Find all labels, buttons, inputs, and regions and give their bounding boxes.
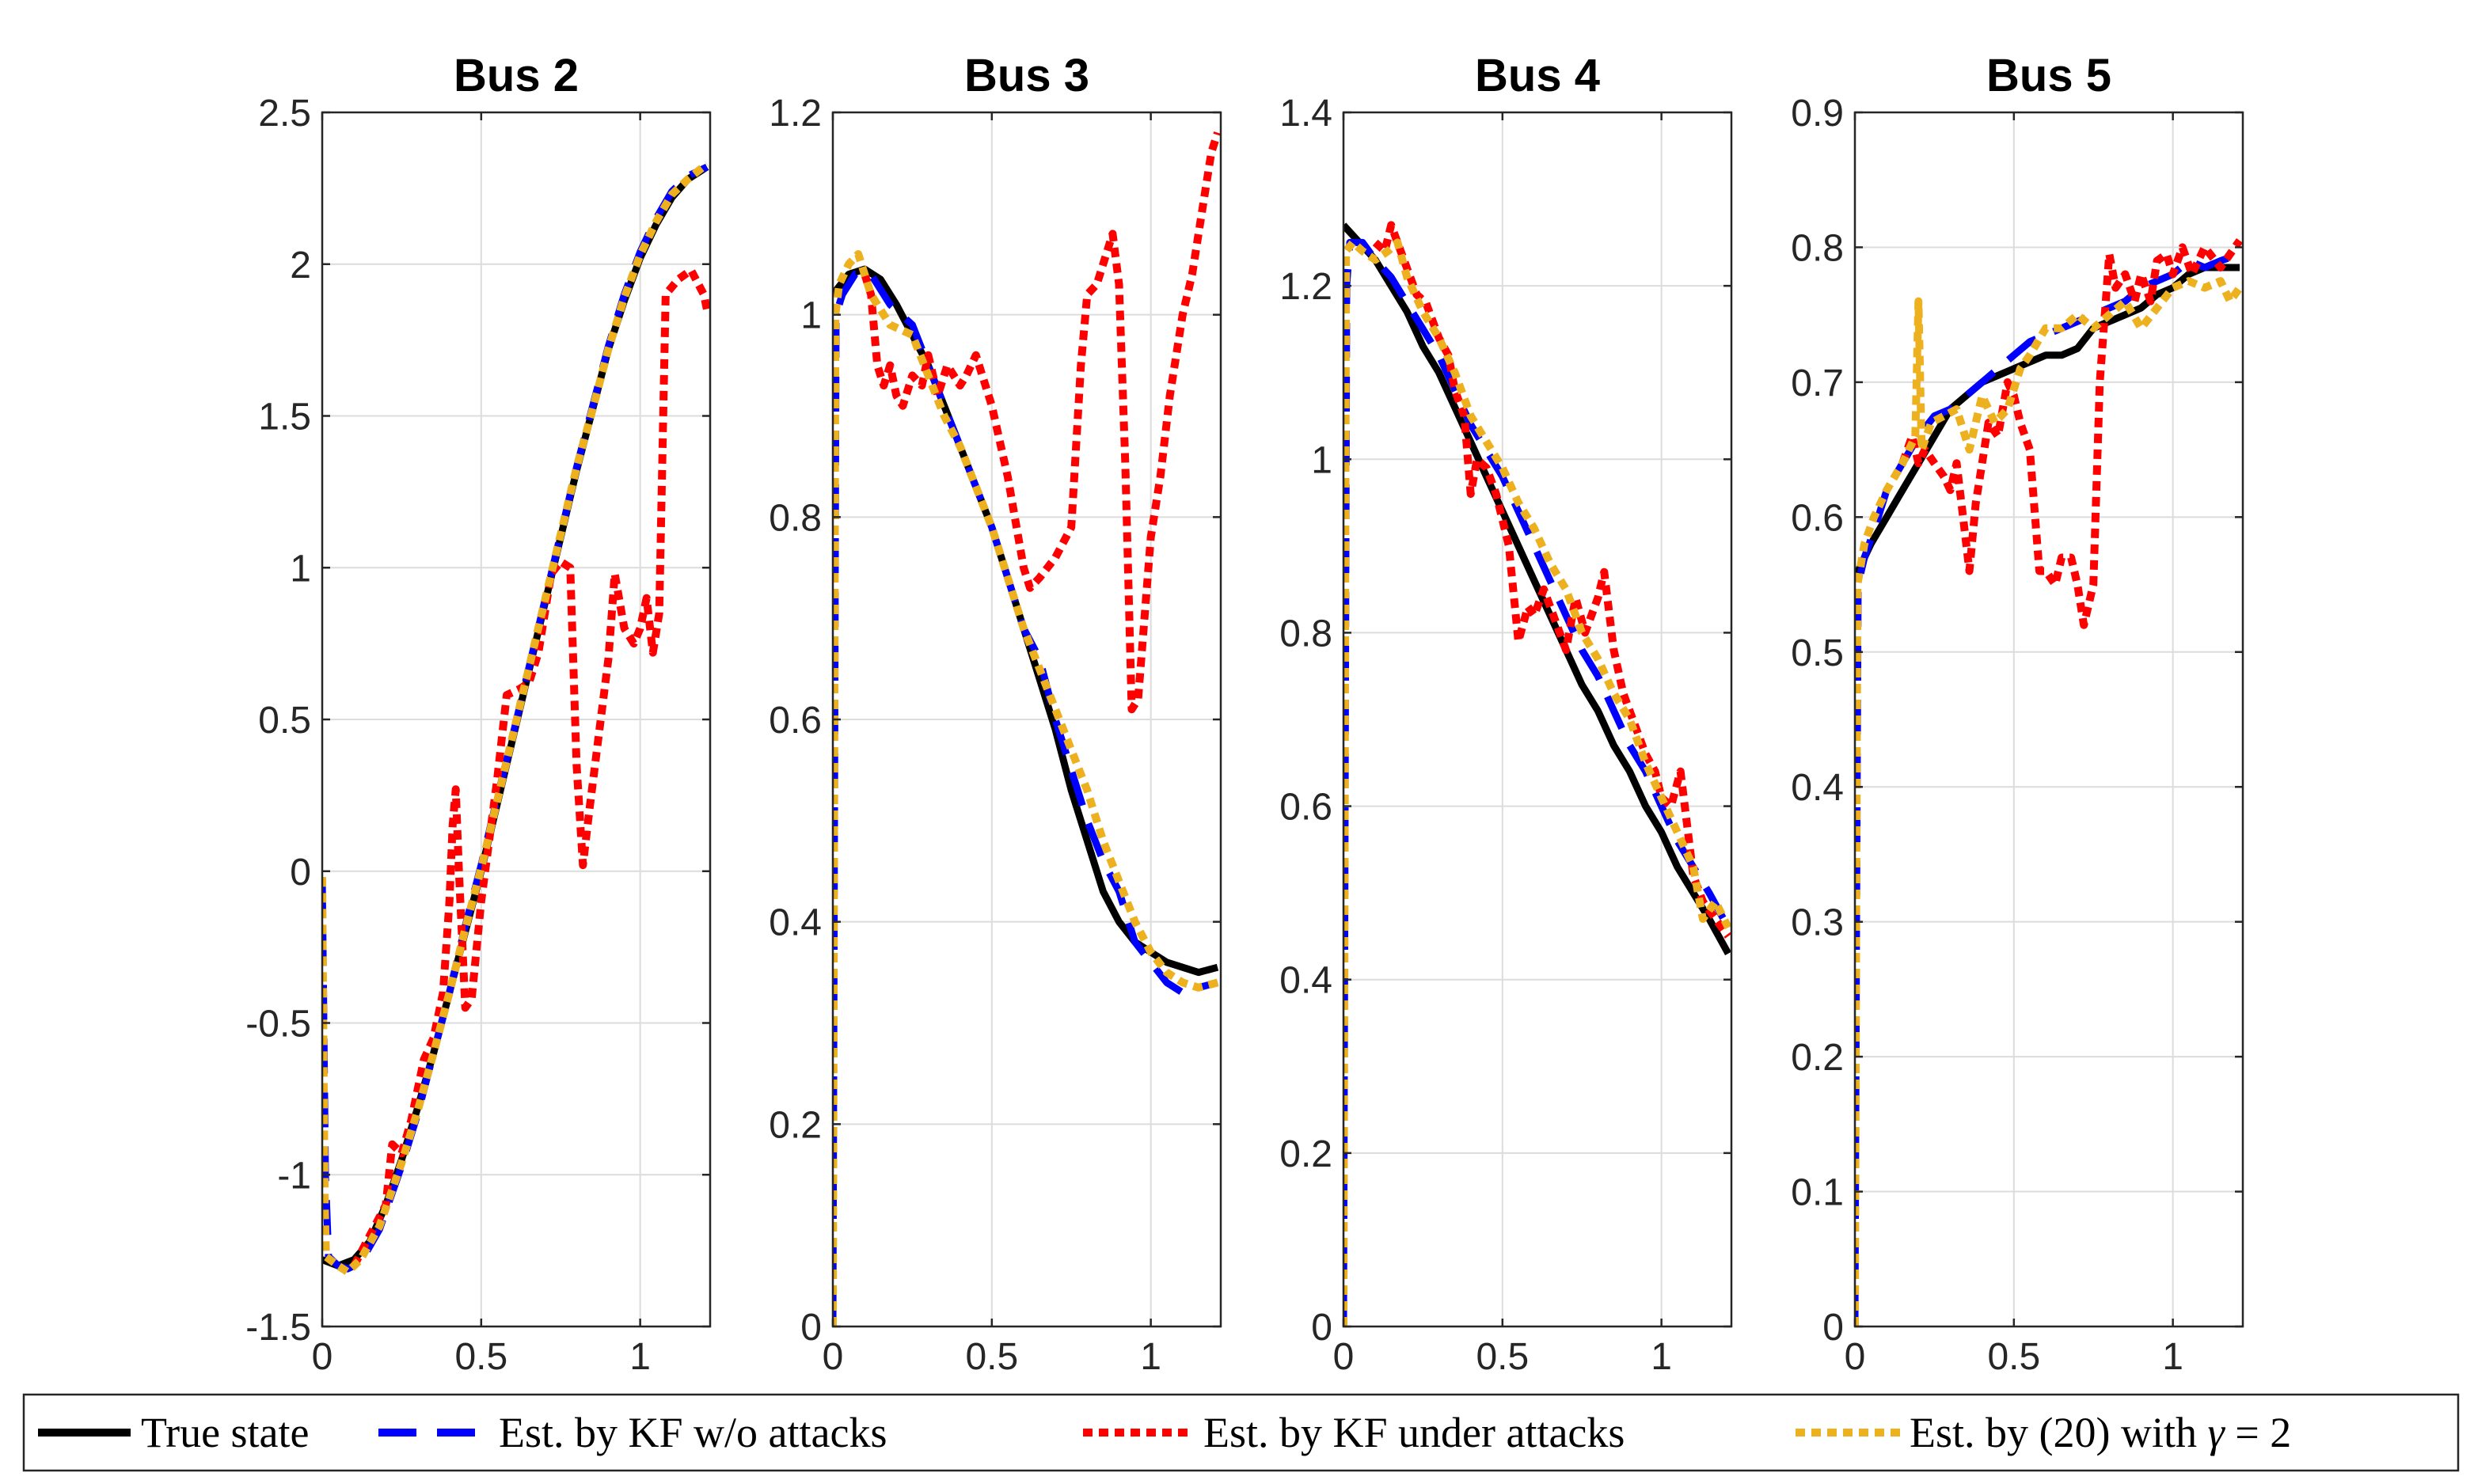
y-tick-label: 1 — [800, 295, 822, 337]
y-tick-label: 0 — [1311, 1307, 1332, 1349]
y-tick-label: 0.4 — [1791, 767, 1844, 809]
y-tick-label: 1.5 — [258, 397, 311, 438]
series-line-proposed-estimator — [1343, 238, 1731, 1327]
legend: True state Est. by KF w/o attacks Est. b… — [22, 1393, 2460, 1472]
series-group — [833, 131, 1221, 1327]
x-tick-label: 1 — [629, 1336, 651, 1378]
y-tick-label: 1 — [290, 548, 311, 590]
series-line-kf-no-attacks — [1343, 238, 1731, 1327]
x-tick-label: 0.5 — [1987, 1336, 2040, 1378]
y-tick-label: 0 — [800, 1307, 822, 1349]
y-tick-label: 0.6 — [769, 700, 822, 742]
plot-area — [1855, 112, 2243, 1326]
y-tick-label: 0.4 — [1279, 960, 1332, 1002]
subplot-bus-4: 0 0.2 0.4 0.6 0.8 1 1.2 1.4 0 0.5 1 Bus 4 — [1279, 50, 1733, 1378]
series-line-kf-no-attacks — [1855, 250, 2241, 1327]
legend-label-kf-under-attacks: Est. by KF under attacks — [1203, 1409, 1625, 1456]
y-tick-label: 0.3 — [1791, 902, 1844, 944]
y-tick-label: 0.2 — [1279, 1133, 1332, 1175]
x-tick-label: 0.5 — [965, 1336, 1018, 1378]
y-tick-label: 0.8 — [769, 497, 822, 539]
series-line-true-state — [1343, 222, 1731, 955]
x-tick-label: 1 — [2162, 1336, 2183, 1378]
y-tick-label: 0.9 — [1791, 93, 1844, 135]
y-tick-label: 1.2 — [1279, 266, 1332, 308]
y-tick-label: 2.5 — [258, 93, 311, 135]
legend-item-true-state: True state — [38, 1409, 310, 1456]
y-tick-label: 0.6 — [1791, 497, 1844, 539]
legend-label-true-state: True state — [141, 1409, 310, 1456]
axis-box — [1853, 111, 2244, 1328]
x-tick-label: 0.5 — [1476, 1336, 1529, 1378]
subplot-bus-5: 0 0.1 0.2 0.3 0.4 0.5 0.6 0.7 0.8 0.9 0 0.5 1 Bus 5 — [1791, 50, 2244, 1378]
series-line-kf-under-attacks — [350, 266, 710, 1268]
subplot-title: Bus 2 — [454, 50, 579, 101]
series-line-proposed-estimator — [322, 161, 710, 1276]
y-tick-label: 0.5 — [1791, 632, 1844, 674]
series-line-proposed-estimator — [833, 250, 1219, 1327]
x-tick-label: 0 — [1333, 1336, 1355, 1378]
x-tick-label: 0 — [823, 1336, 844, 1378]
legend-item-proposed-estimator: Est. by (20) with γ = 2 — [1796, 1409, 2291, 1456]
y-tick-label: 1.2 — [769, 93, 822, 135]
subplot-bus-2: -1.5 -1 -0.5 0 0.5 1 1.5 2 2.5 0 0.5 1 Bus 2 — [245, 50, 712, 1378]
subplot-title: Bus 3 — [964, 50, 1089, 101]
legend-label-kf-no-attacks: Est. by KF w/o attacks — [499, 1409, 887, 1456]
subplot-bus-3: 0 0.2 0.4 0.6 0.8 1 1.2 0 0.5 1 Bus 3 — [769, 50, 1222, 1378]
y-tick-label: 1 — [1311, 439, 1332, 481]
x-tick-label: 0 — [1845, 1336, 1866, 1378]
legend-item-kf-under-attacks: Est. by KF under attacks — [1083, 1409, 1625, 1456]
y-tick-label: 0.8 — [1791, 227, 1844, 269]
series-group — [1855, 238, 2243, 1327]
y-tick-label: 0.2 — [769, 1104, 822, 1146]
x-tick-label: 0 — [312, 1336, 333, 1378]
y-tick-label: -1.5 — [245, 1307, 311, 1349]
y-tick-label: 0.2 — [1791, 1037, 1844, 1079]
legend-label-suffix: = 2 — [2225, 1409, 2291, 1456]
x-tick-label: 1 — [1140, 1336, 1161, 1378]
legend-label-symbol: γ — [2207, 1409, 2225, 1456]
y-tick-label: 0 — [290, 852, 311, 894]
y-tick-label: 0.6 — [1279, 787, 1332, 829]
axis-box — [1342, 111, 1733, 1328]
legend-item-kf-no-attacks: Est. by KF w/o attacks — [378, 1409, 887, 1456]
y-tick-label: 0.5 — [258, 700, 311, 742]
x-tick-label: 1 — [1651, 1336, 1672, 1378]
y-tick-label: 2 — [290, 245, 311, 287]
y-tick-label: 0 — [1822, 1307, 1844, 1349]
subplot-title: Bus 5 — [1986, 50, 2111, 101]
series-group — [322, 161, 710, 1276]
y-tick-label: -0.5 — [245, 1004, 311, 1046]
series-line-kf-under-attacks — [1372, 221, 1731, 939]
legend-label-prefix: Est. by (20) with — [1910, 1409, 2207, 1456]
subplot-title: Bus 4 — [1475, 50, 1600, 101]
legend-label-proposed-estimator: Est. by (20) with γ = 2 — [1910, 1409, 2291, 1456]
y-tick-label: 0.4 — [769, 902, 822, 944]
y-tick-label: -1 — [277, 1155, 311, 1197]
y-tick-label: 1.4 — [1279, 93, 1332, 135]
series-line-proposed-estimator — [1855, 277, 2243, 1327]
series-group — [1343, 221, 1731, 1327]
x-tick-label: 0.5 — [454, 1336, 507, 1378]
y-tick-label: 0.1 — [1791, 1172, 1844, 1214]
series-line-kf-under-attacks — [861, 131, 1221, 714]
y-tick-label: 0.8 — [1279, 613, 1332, 655]
series-line-kf-under-attacks — [1898, 238, 2243, 629]
y-tick-label: 0.7 — [1791, 362, 1844, 404]
legend-box — [22, 1393, 2460, 1472]
